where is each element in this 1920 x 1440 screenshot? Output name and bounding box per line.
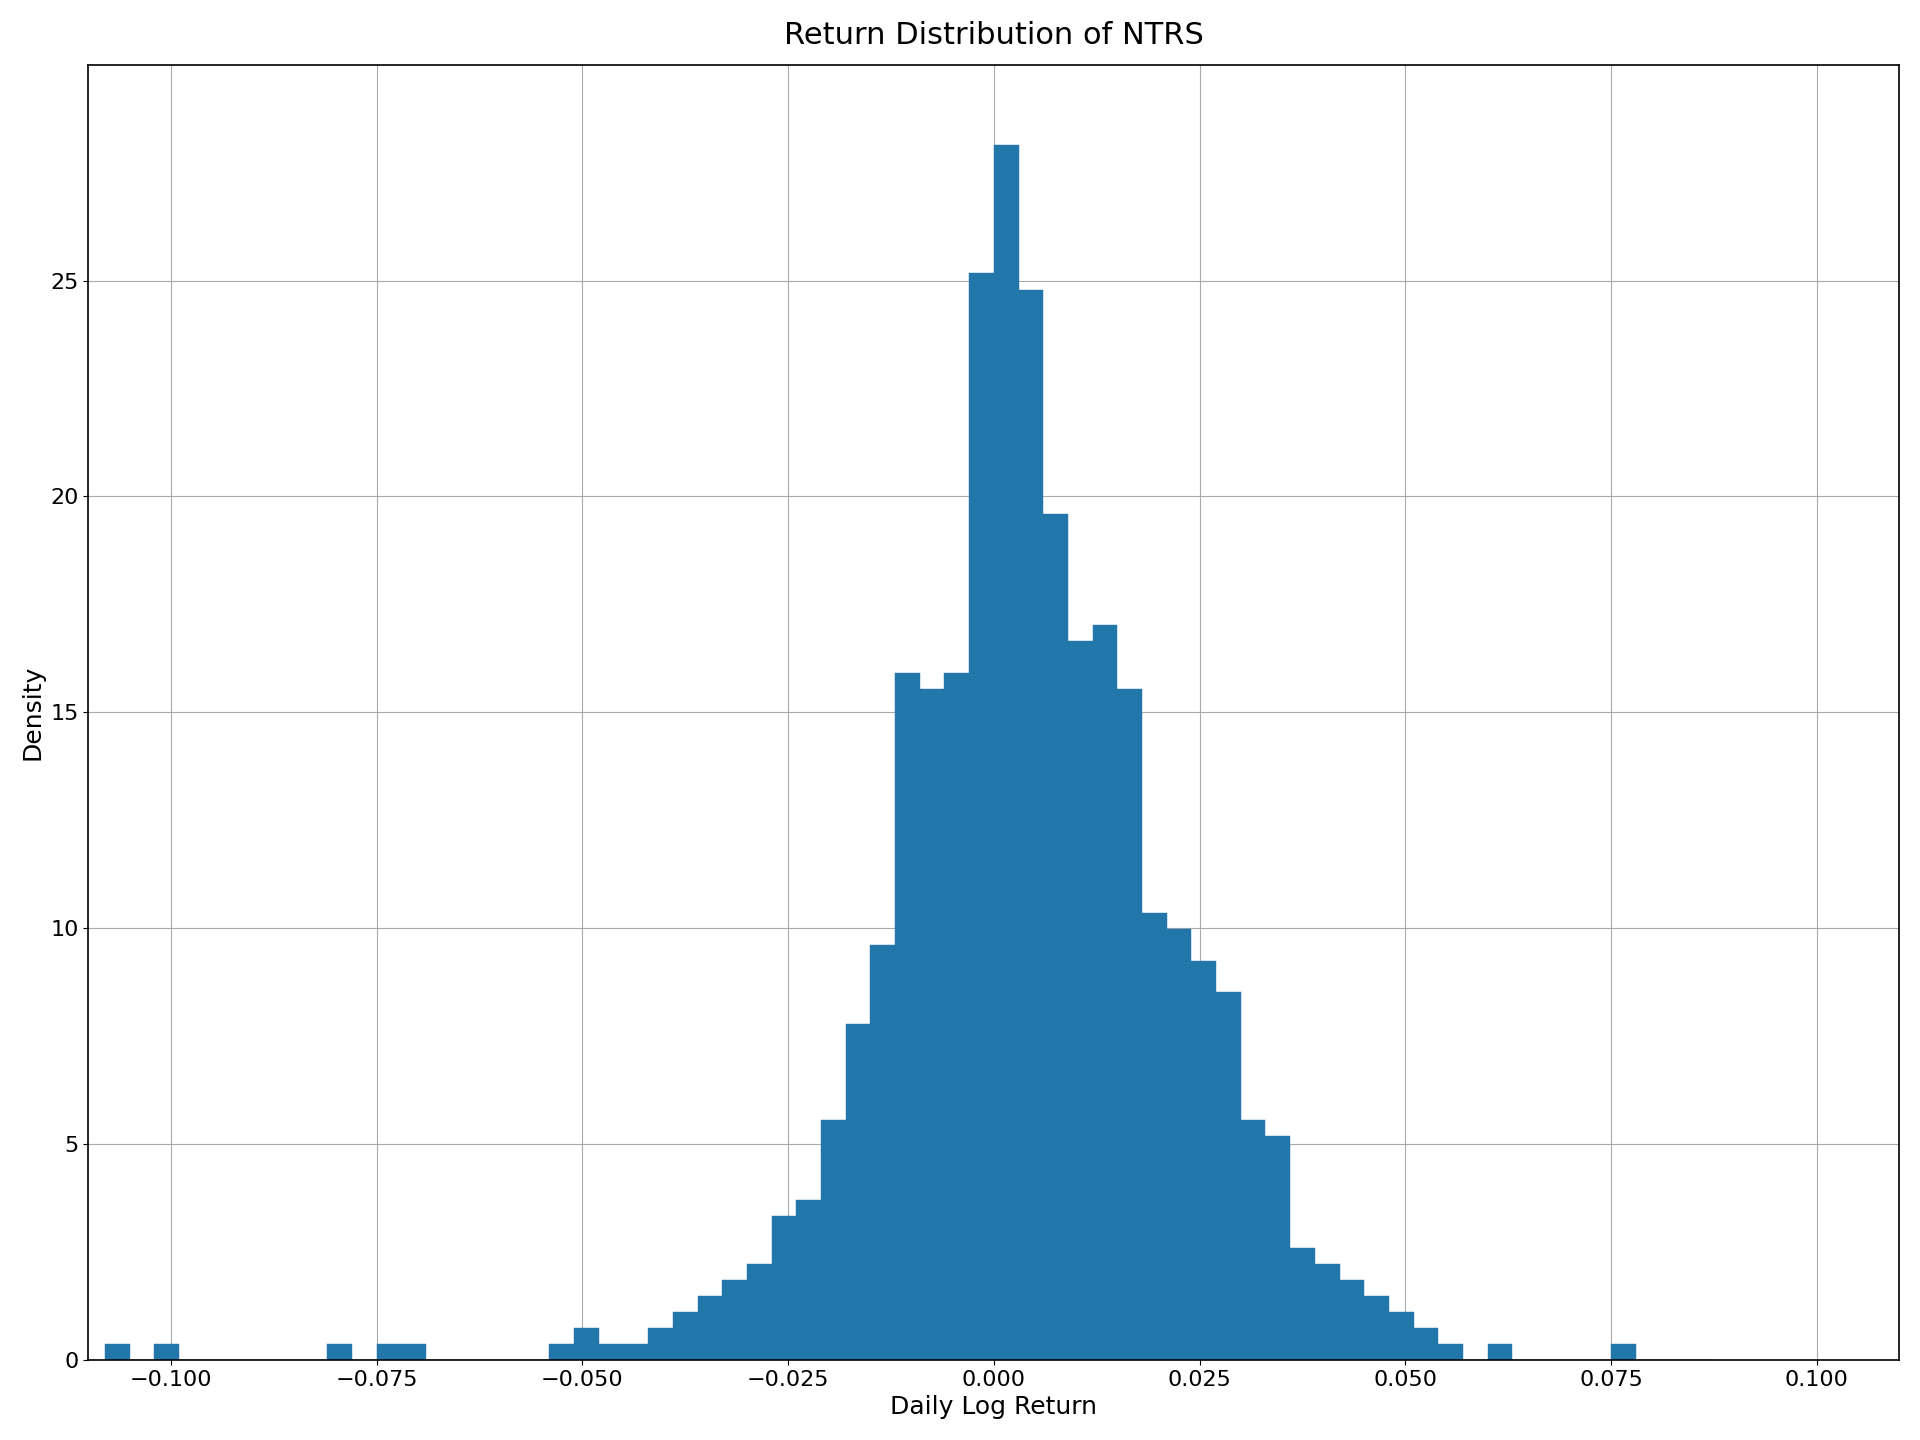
- Bar: [599, 1344, 624, 1359]
- Bar: [1340, 1280, 1365, 1359]
- Bar: [1315, 1264, 1340, 1359]
- Bar: [1611, 1344, 1636, 1359]
- Bar: [895, 672, 920, 1359]
- Bar: [1488, 1344, 1513, 1359]
- Bar: [1215, 992, 1240, 1359]
- Bar: [1190, 960, 1215, 1359]
- Bar: [722, 1280, 747, 1359]
- Bar: [970, 272, 995, 1359]
- Bar: [1265, 1136, 1290, 1359]
- Bar: [1018, 291, 1043, 1359]
- Bar: [1240, 1120, 1265, 1359]
- Bar: [1092, 625, 1117, 1359]
- Bar: [1068, 641, 1092, 1359]
- Bar: [549, 1344, 574, 1359]
- Bar: [1290, 1248, 1315, 1359]
- Bar: [672, 1312, 697, 1359]
- Bar: [624, 1344, 649, 1359]
- Title: Return Distribution of NTRS: Return Distribution of NTRS: [783, 20, 1204, 50]
- Bar: [649, 1328, 672, 1359]
- X-axis label: Daily Log Return: Daily Log Return: [891, 1395, 1098, 1420]
- Bar: [1167, 929, 1190, 1359]
- Bar: [1117, 688, 1142, 1359]
- Bar: [574, 1328, 599, 1359]
- Bar: [822, 1120, 845, 1359]
- Bar: [797, 1200, 822, 1359]
- Bar: [920, 688, 945, 1359]
- Bar: [326, 1344, 351, 1359]
- Bar: [870, 945, 895, 1359]
- Bar: [1142, 913, 1167, 1359]
- Bar: [1413, 1328, 1438, 1359]
- Bar: [772, 1217, 797, 1359]
- Bar: [1043, 514, 1068, 1359]
- Bar: [995, 145, 1018, 1359]
- Bar: [747, 1264, 772, 1359]
- Bar: [945, 672, 970, 1359]
- Bar: [697, 1296, 722, 1359]
- Bar: [106, 1344, 131, 1359]
- Bar: [1365, 1296, 1388, 1359]
- Bar: [376, 1344, 401, 1359]
- Bar: [1438, 1344, 1463, 1359]
- Bar: [845, 1024, 870, 1359]
- Bar: [401, 1344, 426, 1359]
- Bar: [1388, 1312, 1413, 1359]
- Bar: [154, 1344, 179, 1359]
- Y-axis label: Density: Density: [21, 665, 44, 760]
